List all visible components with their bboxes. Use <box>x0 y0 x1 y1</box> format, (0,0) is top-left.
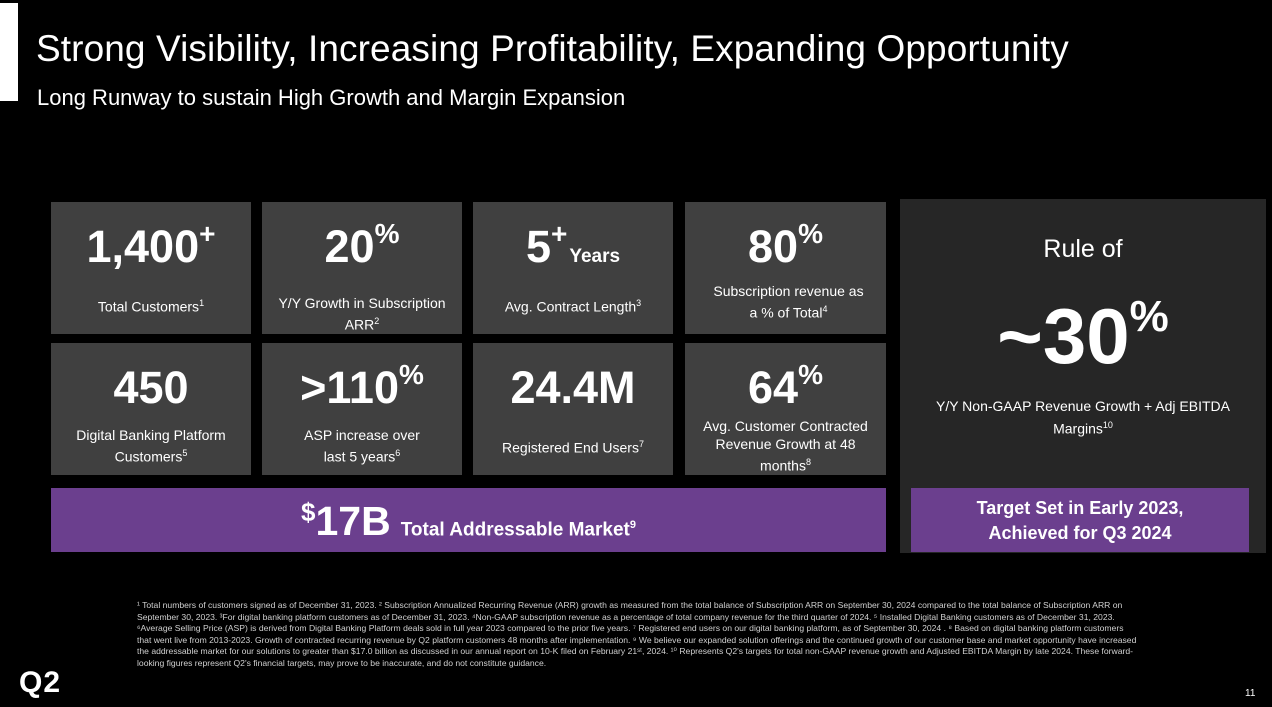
rule-label: Y/Y Non-GAAP Revenue Growth + Adj EBITDA… <box>935 398 1230 437</box>
accent-bar <box>0 3 18 101</box>
stat-tile-registered-users: 24.4M Registered End Users7 <box>473 343 673 475</box>
stat-value: >110% <box>300 359 424 413</box>
stat-tile-asp-increase: >110% ASP increase over last 5 years6 <box>262 343 462 475</box>
q2-logo: Q2 <box>19 666 62 699</box>
target-line-1: Target Set in Early 2023, <box>976 498 1184 518</box>
stat-tile-arr-growth: 20% Y/Y Growth in Subscription ARR2 <box>262 202 462 334</box>
tam-amount: $17B <box>301 497 391 544</box>
rule-value: ~30% <box>997 292 1169 380</box>
stat-label: Registered End Users7 <box>502 439 644 456</box>
stat-value: 20% <box>324 218 400 272</box>
rule-heading: Rule of <box>1043 235 1123 263</box>
stat-tile-contracted-revenue-growth: 64% Avg. Customer Contracted Revenue Gro… <box>685 343 886 475</box>
footnotes: ¹ Total numbers of customers signed as o… <box>137 600 1137 668</box>
slide-title: Strong Visibility, Increasing Profitabil… <box>36 28 1069 69</box>
stat-label: Avg. Contract Length3 <box>504 298 642 315</box>
stat-value: 64% <box>748 359 823 413</box>
tam-label: Total Addressable Market9 <box>400 518 636 540</box>
tam-banner: $17B Total Addressable Market9 <box>51 488 886 552</box>
stat-tile-contract-length: 5+Years Avg. Contract Length3 <box>473 202 673 334</box>
stat-tile-subscription-revenue: 80% Subscription revenue as a % of Total… <box>685 202 886 334</box>
stat-tile-total-customers: 1,400+ Total Customers1 <box>51 202 251 334</box>
stat-value: 5+Years <box>525 218 621 272</box>
stat-label: Y/Y Growth in Subscription ARR2 <box>278 295 446 333</box>
stat-label: Avg. Customer Contracted Revenue Growth … <box>703 418 868 474</box>
target-banner: Target Set in Early 2023, Achieved for Q… <box>911 488 1249 552</box>
stat-value: 1,400+ <box>86 218 216 272</box>
stat-label: ASP increase over last 5 years6 <box>304 427 420 465</box>
stat-label: Total Customers1 <box>97 298 205 315</box>
stat-value: 24.4M <box>510 362 636 413</box>
stat-label: Digital Banking Platform Customers5 <box>76 427 226 465</box>
page-number: 11 <box>1245 688 1256 699</box>
stat-value: 80% <box>748 218 823 272</box>
stat-value: 450 <box>113 362 189 413</box>
stat-label: Subscription revenue as a % of Total4 <box>713 283 864 321</box>
target-line-2: Achieved for Q3 2024 <box>988 523 1172 543</box>
slide-subtitle: Long Runway to sustain High Growth and M… <box>37 85 626 110</box>
stat-tile-digital-banking-customers: 450 Digital Banking Platform Customers5 <box>51 343 251 475</box>
